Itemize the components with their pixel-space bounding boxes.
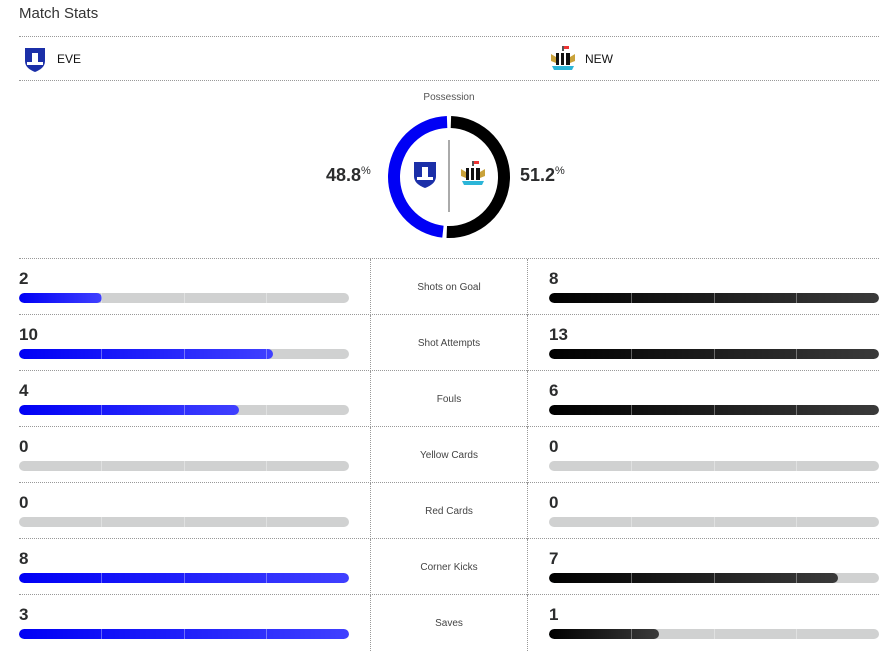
everton-crest-icon — [25, 47, 45, 72]
away-stat-bar-fill — [549, 405, 879, 415]
home-stat-bar — [19, 461, 349, 471]
newcastle-crest-icon — [461, 161, 485, 185]
home-stat-bar — [19, 293, 349, 303]
stat-row: 3 Saves 1 — [19, 594, 879, 651]
section-title: Match Stats — [19, 5, 99, 22]
away-stat-bar-fill — [549, 293, 879, 303]
away-stat-bar — [549, 405, 879, 415]
away-stat: 7 — [549, 539, 879, 595]
away-stat: 6 — [549, 371, 879, 427]
away-stat-bar — [549, 461, 879, 471]
away-stat: 0 — [549, 427, 879, 483]
home-value: 10 — [19, 325, 38, 344]
home-stat: 0 — [19, 483, 349, 539]
stat-row: 10 Shot Attempts 13 — [19, 314, 879, 371]
away-stat-bar-fill — [549, 349, 879, 359]
home-value: 0 — [19, 437, 29, 456]
home-possession: 48.8% — [326, 165, 371, 185]
possession-donut — [388, 116, 510, 238]
away-stat: 0 — [549, 483, 879, 539]
home-value: 4 — [19, 381, 29, 400]
away-value: 6 — [549, 381, 559, 400]
stat-label: Shots on Goal — [370, 259, 528, 315]
away-team-abbr: NEW — [585, 51, 613, 66]
stats-table: 2 Shots on Goal 8 10 Shot Attempts 13 4 … — [19, 258, 879, 651]
everton-crest-icon — [414, 162, 436, 188]
away-value: 7 — [549, 549, 559, 568]
away-stat: 1 — [549, 595, 879, 651]
away-stat-bar-fill — [549, 573, 838, 583]
away-stat-bar — [549, 517, 879, 527]
home-stat-bar-fill — [19, 293, 102, 303]
stat-label: Yellow Cards — [370, 427, 528, 483]
home-team: EVE — [21, 37, 81, 80]
stat-row: 0 Yellow Cards 0 — [19, 426, 879, 483]
teams-header: EVE NEW — [19, 36, 879, 81]
home-value: 2 — [19, 269, 29, 288]
stat-row: 8 Corner Kicks 7 — [19, 538, 879, 595]
stat-row: 4 Fouls 6 — [19, 370, 879, 427]
stat-label: Saves — [370, 595, 528, 651]
away-stat: 8 — [549, 259, 879, 315]
stat-label: Red Cards — [370, 483, 528, 539]
away-stat-bar-fill — [549, 629, 659, 639]
home-stat-bar — [19, 405, 349, 415]
home-stat: 10 — [19, 315, 349, 371]
home-stat-bar-fill — [19, 349, 273, 359]
stat-label: Corner Kicks — [370, 539, 528, 595]
home-stat: 4 — [19, 371, 349, 427]
home-possession-arc — [388, 116, 448, 238]
away-stat-bar — [549, 293, 879, 303]
stat-label: Shot Attempts — [370, 315, 528, 371]
away-possession-arc — [446, 116, 510, 238]
stat-row: 0 Red Cards 0 — [19, 482, 879, 539]
home-value: 8 — [19, 549, 29, 568]
away-value: 0 — [549, 493, 559, 512]
home-stat: 8 — [19, 539, 349, 595]
home-team-abbr: EVE — [57, 51, 82, 66]
stat-row: 2 Shots on Goal 8 — [19, 258, 879, 315]
home-stat-bar — [19, 573, 349, 583]
home-value: 3 — [19, 605, 29, 624]
away-stat-bar — [549, 573, 879, 583]
away-value: 8 — [549, 269, 559, 288]
home-stat-bar — [19, 517, 349, 527]
newcastle-crest-icon — [551, 45, 575, 70]
home-stat-bar — [19, 629, 349, 639]
home-stat: 0 — [19, 427, 349, 483]
home-stat: 2 — [19, 259, 349, 315]
away-value: 0 — [549, 437, 559, 456]
away-stat-bar — [549, 349, 879, 359]
away-stat-bar — [549, 629, 879, 639]
home-stat-bar-fill — [19, 405, 239, 415]
stat-label: Fouls — [370, 371, 528, 427]
away-possession: 51.2% — [520, 165, 565, 185]
away-value: 13 — [549, 325, 568, 344]
home-stat-bar-fill — [19, 573, 349, 583]
away-stat: 13 — [549, 315, 879, 371]
home-stat-bar-fill — [19, 629, 349, 639]
home-value: 0 — [19, 493, 29, 512]
home-stat-bar — [19, 349, 349, 359]
possession-label: Possession — [423, 92, 475, 103]
away-value: 1 — [549, 605, 559, 624]
away-team: NEW — [549, 37, 613, 80]
home-stat: 3 — [19, 595, 349, 651]
